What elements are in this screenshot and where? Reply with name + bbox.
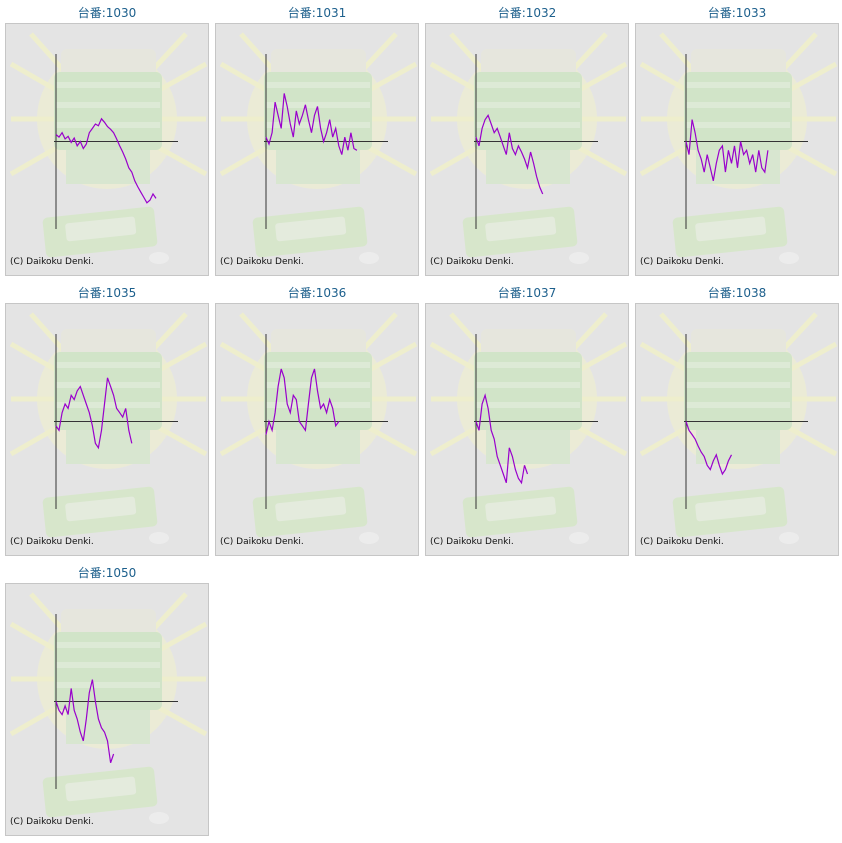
background-decoration [9,592,208,824]
graph-panel: (C) Daikoku Denki. [5,23,209,276]
graph-cell: 台番:1033 (C) Daikoku Denki. [635,3,839,276]
graph-svg [219,312,418,544]
graph-cell: 台番:1050 (C) Daikoku Denki. [5,563,209,836]
data-line [265,93,358,155]
machine-number-link[interactable]: 台番:1038 [707,286,767,300]
machine-number-link[interactable]: 台番:1032 [497,6,557,20]
data-line [265,368,340,435]
graph-panel: (C) Daikoku Denki. [5,303,209,556]
copyright-text: (C) Daikoku Denki. [220,257,304,267]
copyright-text: (C) Daikoku Denki. [430,537,514,547]
machine-number-link[interactable]: 台番:1035 [77,286,137,300]
data-line [475,393,529,485]
copyright-text: (C) Daikoku Denki. [430,257,514,267]
copyright-text: (C) Daikoku Denki. [10,817,94,827]
data-line [475,114,544,195]
copyright-text: (C) Daikoku Denki. [10,537,94,547]
graph-cell: 台番:1036 (C) Daikoku Denki. [215,283,419,556]
graph-panel: (C) Daikoku Denki. [635,23,839,276]
background-decoration [639,32,838,264]
data-line [55,377,133,450]
graph-cell: 台番:1035 (C) Daikoku Denki. [5,283,209,556]
graph-panel: (C) Daikoku Denki. [425,303,629,556]
graph-svg [429,312,628,544]
background-decoration [429,32,628,264]
machine-number-link[interactable]: 台番:1050 [77,566,137,580]
machine-number-link[interactable]: 台番:1033 [707,6,767,20]
background-decoration [639,312,838,544]
graph-panel: (C) Daikoku Denki. [635,303,839,556]
data-line [55,679,115,763]
background-decoration [9,312,208,544]
graph-svg [639,32,838,264]
graph-svg [9,592,208,824]
background-decoration [9,32,208,264]
graph-cell: 台番:1038 (C) Daikoku Denki. [635,283,839,556]
data-line [685,421,733,476]
copyright-text: (C) Daikoku Denki. [640,257,724,267]
machine-number-link[interactable]: 台番:1030 [77,6,137,20]
data-line [55,117,157,204]
data-line [685,119,769,182]
graph-cell: 台番:1037 (C) Daikoku Denki. [425,283,629,556]
machine-number-link[interactable]: 台番:1031 [287,6,347,20]
background-decoration [429,312,628,544]
graph-svg [9,32,208,264]
graph-panel: (C) Daikoku Denki. [425,23,629,276]
background-decoration [219,32,418,264]
graph-svg [9,312,208,544]
graph-panel: (C) Daikoku Denki. [215,303,419,556]
machine-number-link[interactable]: 台番:1037 [497,286,557,300]
graph-cell: 台番:1031 (C) Daikoku Denki. [215,3,419,276]
background-decoration [219,312,418,544]
machine-number-link[interactable]: 台番:1036 [287,286,347,300]
graph-svg [429,32,628,264]
graph-svg [639,312,838,544]
copyright-text: (C) Daikoku Denki. [10,257,94,267]
graph-cell: 台番:1030 (C) Daikoku Denki. [5,3,209,276]
copyright-text: (C) Daikoku Denki. [640,537,724,547]
graph-svg [219,32,418,264]
graph-panel: (C) Daikoku Denki. [5,583,209,836]
copyright-text: (C) Daikoku Denki. [220,537,304,547]
graph-panel: (C) Daikoku Denki. [215,23,419,276]
graph-cell: 台番:1032 (C) Daikoku Denki. [425,3,629,276]
